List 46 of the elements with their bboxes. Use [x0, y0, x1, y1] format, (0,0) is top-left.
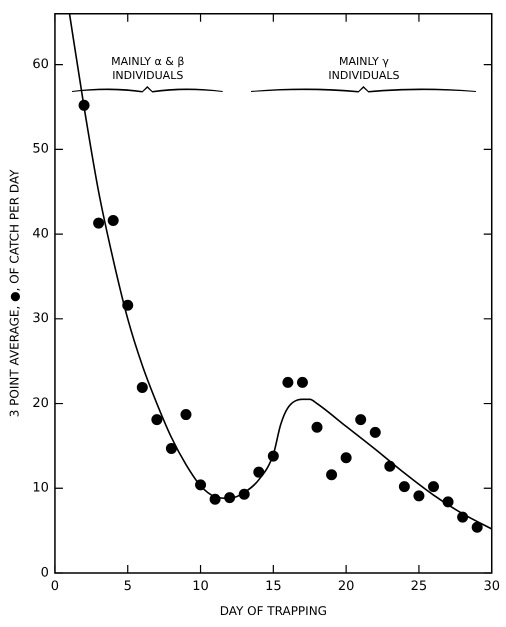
- y-tick-label: 0: [40, 565, 49, 580]
- point: [413, 490, 424, 502]
- point: [457, 512, 468, 523]
- point: [210, 494, 221, 505]
- point: [166, 442, 177, 454]
- point: [108, 215, 119, 226]
- point: [238, 488, 250, 500]
- point: [224, 492, 236, 504]
- y-tick-label: 20: [32, 396, 49, 411]
- x-tick-label: 20: [338, 579, 354, 594]
- y-tick-label: 50: [32, 142, 49, 157]
- annotation: MAINLY γ INDIVIDUALS: [327, 55, 401, 84]
- point: [472, 522, 483, 533]
- point: [268, 450, 279, 462]
- point: [398, 481, 410, 492]
- point: [326, 469, 338, 480]
- point: [355, 414, 366, 426]
- x-axis-title: DAY OF TRAPPING: [220, 604, 327, 618]
- point: [370, 426, 381, 438]
- point: [296, 376, 308, 388]
- point: [442, 496, 454, 508]
- point: [136, 382, 148, 393]
- point: [195, 479, 206, 490]
- point: [180, 409, 192, 420]
- point: [312, 422, 323, 433]
- point: [78, 100, 90, 111]
- y-tick-label: 60: [32, 57, 49, 72]
- point: [122, 300, 134, 311]
- x-tick-label: 0: [50, 579, 60, 594]
- x-tick-label: 30: [483, 579, 500, 594]
- point: [282, 376, 294, 388]
- x-tick-label: 10: [192, 579, 209, 594]
- point: [428, 481, 439, 492]
- point: [253, 466, 264, 478]
- annotation: MAINLY α & β INDIVIDUALS: [110, 55, 186, 84]
- point: [384, 460, 396, 472]
- y-tick-label: 40: [32, 226, 49, 242]
- x-tick-label: 15: [265, 579, 282, 594]
- point: [151, 414, 162, 426]
- y-tick-label: 10: [32, 480, 49, 496]
- point: [93, 218, 104, 229]
- x-tick-label: 25: [410, 579, 428, 594]
- y-tick-label: 30: [32, 311, 49, 326]
- x-tick-label: 5: [124, 579, 132, 594]
- y-axis-title: 3 POINT AVERAGE, ●, OF CATCH PER DAY: [7, 168, 22, 418]
- point: [340, 452, 352, 464]
